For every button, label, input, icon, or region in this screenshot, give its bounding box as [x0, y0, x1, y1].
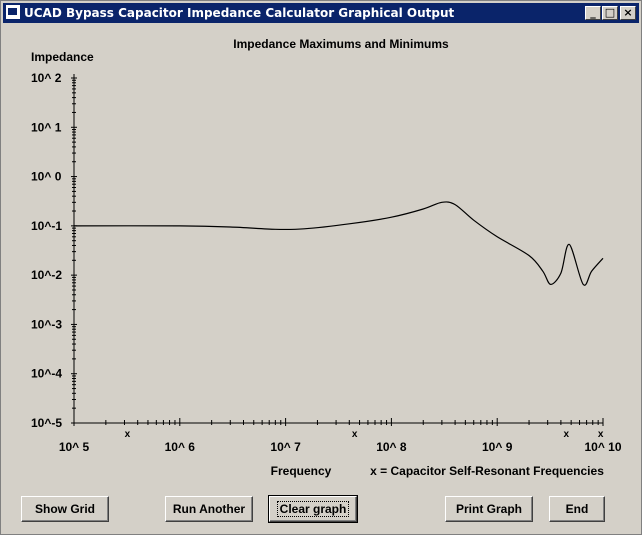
print-graph-button[interactable]: Print Graph: [445, 496, 533, 522]
title-bar[interactable]: UCAD Bypass Capacitor Impedance Calculat…: [3, 3, 639, 23]
x-tick-label: 10^ 7: [270, 440, 301, 454]
window-title: UCAD Bypass Capacitor Impedance Calculat…: [24, 6, 455, 20]
end-label: End: [565, 502, 589, 516]
clear-graph-button[interactable]: Clear graph: [268, 495, 358, 523]
print-graph-label: Print Graph: [455, 502, 522, 516]
y-tick-label: 10^ 2: [31, 71, 62, 85]
impedance-curve: [73, 201, 604, 286]
x-tick-label: 10^ 5: [59, 440, 90, 454]
resonance-marker: x: [125, 429, 131, 440]
x-tick-label: 10^ 10: [584, 440, 621, 454]
minimize-button[interactable]: _: [585, 6, 601, 20]
show-grid-label: Show Grid: [35, 502, 95, 516]
chart-title: Impedance Maximums and Minimums: [233, 37, 449, 51]
graph-area: Impedance Maximums and Minimums Impedanc…: [3, 25, 639, 533]
y-tick-label: 10^ 1: [31, 120, 62, 134]
y-tick-label: 10^-1: [31, 219, 62, 233]
y-tick-label: 10^-4: [31, 367, 62, 381]
close-button[interactable]: ×: [620, 6, 636, 20]
end-button[interactable]: End: [549, 496, 605, 522]
y-tick-label: 10^-3: [31, 317, 62, 331]
y-tick-label: 10^ 0: [31, 170, 62, 184]
y-axis-label: Impedance: [31, 50, 94, 64]
x-tick-label: 10^ 9: [482, 440, 513, 454]
show-grid-button[interactable]: Show Grid: [21, 496, 109, 522]
x-axis-label: Frequency: [271, 464, 332, 478]
x-tick-label: 10^ 8: [376, 440, 407, 454]
impedance-chart: Impedance Maximums and Minimums Impedanc…: [31, 37, 622, 478]
maximize-button[interactable]: □: [602, 6, 618, 20]
run-another-button[interactable]: Run Another: [165, 496, 253, 522]
resonance-marker: x: [564, 429, 570, 440]
clear-graph-label: Clear graph: [276, 501, 350, 517]
resonance-marker: x: [352, 429, 358, 440]
y-tick-label: 10^-5: [31, 416, 62, 430]
x-tick-label: 10^ 6: [165, 440, 196, 454]
resonance-legend: x = Capacitor Self-Resonant Frequencies: [370, 464, 604, 478]
resonance-marker: x: [598, 429, 604, 440]
run-another-label: Run Another: [172, 502, 246, 516]
y-tick-label: 10^-2: [31, 268, 62, 282]
app-icon[interactable]: [6, 5, 20, 19]
